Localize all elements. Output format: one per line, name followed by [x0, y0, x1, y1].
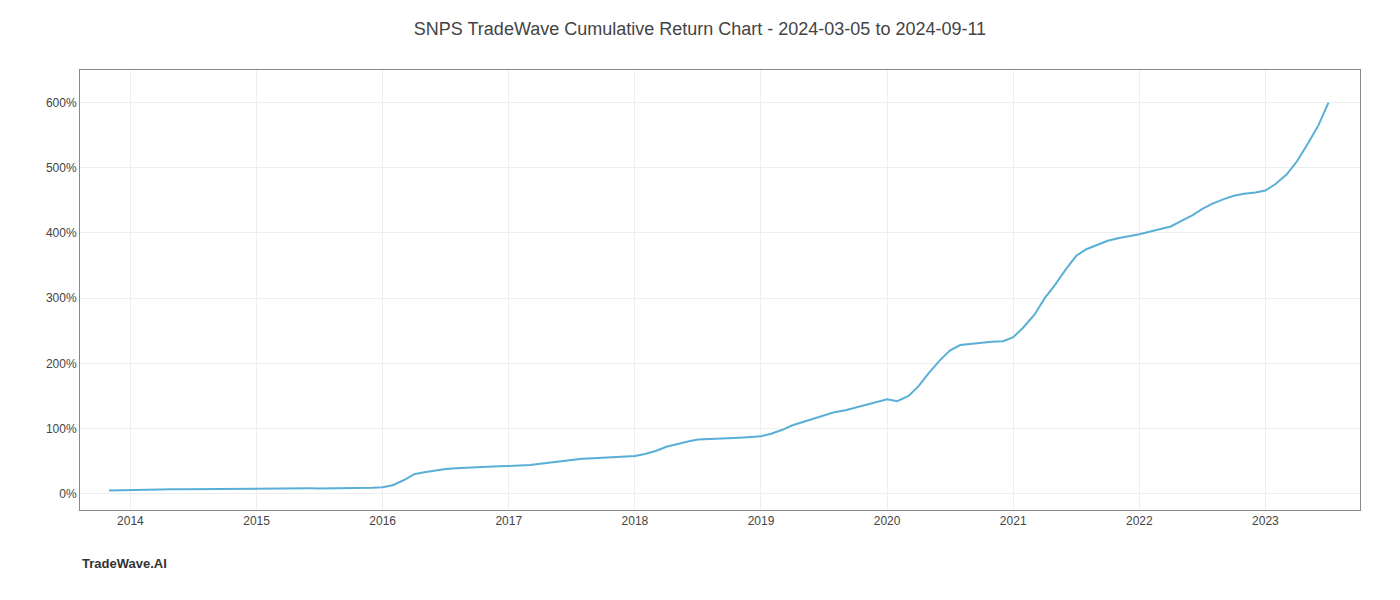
svg-text:600%: 600%	[46, 96, 77, 110]
svg-text:SNPS TradeWave Cumulative Retu: SNPS TradeWave Cumulative Return Chart -…	[414, 19, 986, 39]
svg-text:TradeWave.AI: TradeWave.AI	[82, 556, 167, 571]
svg-text:100%: 100%	[46, 422, 77, 436]
svg-text:500%: 500%	[46, 161, 77, 175]
svg-text:2023: 2023	[1252, 514, 1279, 528]
svg-text:2018: 2018	[622, 514, 649, 528]
svg-text:2022: 2022	[1126, 514, 1153, 528]
svg-text:300%: 300%	[46, 291, 77, 305]
svg-text:2019: 2019	[748, 514, 775, 528]
svg-text:200%: 200%	[46, 357, 77, 371]
svg-text:2015: 2015	[243, 514, 270, 528]
svg-text:2014: 2014	[117, 514, 144, 528]
svg-text:2020: 2020	[874, 514, 901, 528]
svg-text:2016: 2016	[369, 514, 396, 528]
svg-text:0%: 0%	[59, 487, 77, 501]
svg-text:2021: 2021	[1000, 514, 1027, 528]
svg-text:400%: 400%	[46, 226, 77, 240]
svg-text:2017: 2017	[495, 514, 522, 528]
